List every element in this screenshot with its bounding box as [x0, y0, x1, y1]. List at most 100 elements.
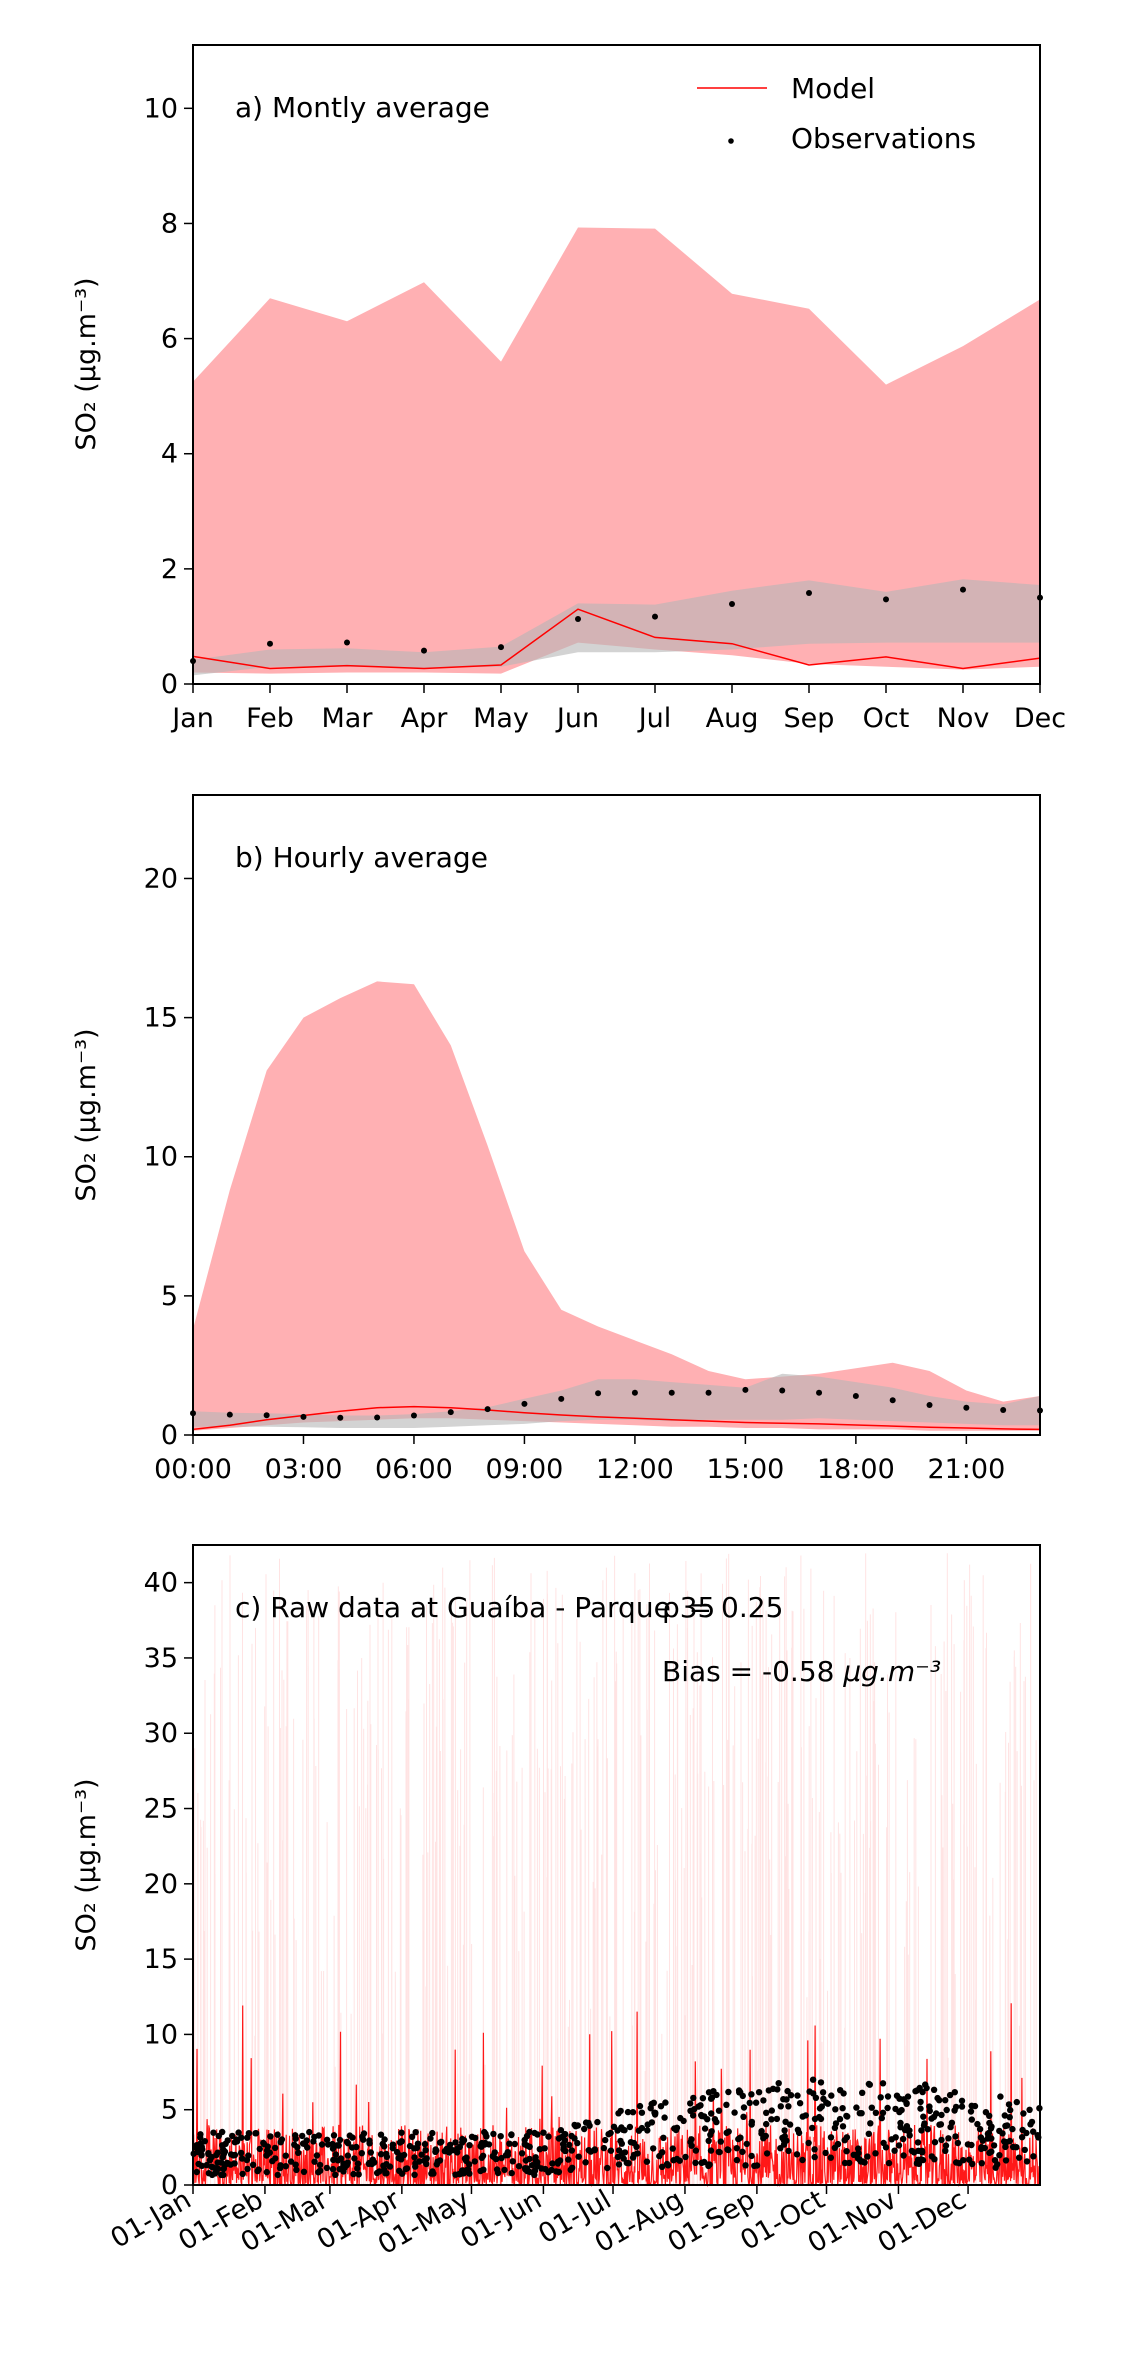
c-observation-point: [966, 2156, 973, 2163]
b-xtick-label: 18:00: [817, 1454, 895, 1485]
a-observation-point: [729, 600, 735, 607]
panel-b-annotation: b) Hourly average: [235, 841, 488, 874]
c-observation-point: [688, 2136, 695, 2143]
c-observation-point: [680, 2117, 687, 2125]
c-observation-point: [413, 2144, 421, 2152]
panel-c-raw-data: 051015202530354001-Jan01-Feb01-Mar01-Apr…: [71, 1544, 1043, 2261]
c-ytick-label: 30: [144, 1718, 178, 1749]
c-observation-point: [698, 2111, 705, 2119]
c-observation-point: [311, 2158, 318, 2165]
c-observation-point: [892, 2134, 899, 2141]
c-observation-point: [879, 2080, 887, 2087]
c-observation-point: [471, 2158, 478, 2165]
c-observation-point: [977, 2134, 985, 2141]
b-model-line: [192, 1405, 1041, 1431]
c-observation-point: [235, 2129, 242, 2136]
b-observation-point: [595, 1390, 602, 1397]
c-observation-point: [731, 2109, 738, 2116]
c-observation-point: [733, 2145, 740, 2152]
c-observation-point: [220, 2150, 228, 2157]
c-observation-point: [831, 2124, 839, 2131]
c-observation-point: [996, 2127, 1003, 2135]
c-observation-point: [422, 2147, 429, 2154]
c-observation-point: [638, 2124, 646, 2132]
c-observation-point: [575, 2153, 582, 2160]
b-observation-point: [816, 1389, 823, 1396]
c-observation-point: [739, 2092, 746, 2100]
c-observation-point: [506, 2140, 513, 2147]
c-observation-point: [843, 2134, 851, 2141]
panel-a-monthly-average: 0 2 4 6 8 10 Jan Feb Mar Apr May Jun Jul Aug Sep Oct Nov…: [71, 44, 1066, 734]
c-observation-point: [206, 2157, 214, 2164]
c-observation-point: [260, 2140, 268, 2148]
c-observation-point: [707, 2147, 715, 2154]
c-observation-point: [330, 2132, 338, 2139]
c-observation-point: [566, 2141, 573, 2149]
c-observation-point: [785, 2103, 792, 2110]
legend-observations-marker: [728, 138, 734, 144]
c-observation-point: [615, 2110, 622, 2117]
c-observation-point: [582, 2159, 589, 2166]
c-observation-point: [850, 2151, 857, 2158]
c-observation-point: [951, 2089, 958, 2096]
panel-b-plot-area: [190, 981, 1043, 1431]
a-observation-range-band: [193, 579, 1040, 676]
c-observation-point: [918, 2156, 925, 2163]
c-observation-point: [299, 2132, 306, 2140]
c-observation-point: [947, 2123, 954, 2131]
c-observation-point: [1023, 2158, 1031, 2165]
c-observation-point: [843, 2148, 850, 2155]
c-observation-point: [377, 2151, 385, 2158]
c-observation-point: [878, 2114, 885, 2122]
c-observation-point: [534, 2131, 541, 2138]
a-xtick-label: Jan: [170, 703, 214, 734]
panel-a-annotation: a) Montly average: [235, 91, 490, 124]
c-observation-point: [478, 2154, 485, 2161]
c-observation-point: [568, 2147, 575, 2154]
c-observation-point: [877, 2094, 884, 2101]
a-observation-point: [267, 640, 273, 647]
c-observation-point: [485, 2141, 493, 2148]
c-observation-point: [389, 2145, 396, 2152]
c-observation-point: [201, 2138, 208, 2145]
c-observation-point: [891, 2147, 898, 2154]
c-observation-point: [263, 2168, 270, 2176]
c-observation-point: [541, 2145, 548, 2152]
c-observation-point: [358, 2150, 365, 2157]
c-observation-point: [412, 2129, 419, 2136]
c-observation-point: [498, 2154, 505, 2162]
c-observation-point: [633, 2143, 640, 2150]
c-observation-point: [295, 2149, 302, 2156]
c-observation-point: [916, 2084, 923, 2092]
c-observation-point: [867, 2120, 874, 2127]
c-model-ensemble-spikes: [194, 1553, 1037, 2185]
c-observation-point: [705, 2137, 712, 2144]
c-observation-point: [300, 2168, 308, 2175]
a-ytick-label: 2: [161, 554, 178, 585]
c-observation-point: [673, 2155, 681, 2163]
c-observation-point: [509, 2158, 516, 2165]
c-observation-point: [238, 2155, 246, 2162]
b-observation-point: [779, 1387, 786, 1394]
c-observation-point: [697, 2102, 704, 2109]
c-observation-point: [532, 2157, 539, 2164]
legend-observations-label: Observations: [791, 122, 976, 155]
c-observation-point: [627, 2139, 635, 2146]
c-observation-point: [884, 2104, 891, 2112]
c-observation-point: [918, 2127, 925, 2134]
c-observation-point: [952, 2133, 959, 2140]
c-observation-point: [837, 2087, 844, 2094]
c-observation-point: [953, 2159, 960, 2166]
panel-b-axes: 0 5 10 15 20 00:00 03:00 06:00 09:00 12:00 15:00 18…: [144, 863, 1006, 1485]
c-observation-point: [545, 2133, 552, 2140]
c-observation-point: [214, 2159, 221, 2166]
c-observation-point: [355, 2171, 362, 2178]
c-observation-point: [266, 2149, 273, 2156]
c-observation-point: [604, 2164, 611, 2172]
c-observation-point: [836, 2115, 844, 2123]
a-observation-point: [883, 596, 889, 603]
c-observation-point: [511, 2140, 518, 2148]
c-observation-point: [411, 2154, 418, 2161]
c-observation-point: [715, 2148, 722, 2156]
c-observation-point: [990, 2142, 998, 2149]
